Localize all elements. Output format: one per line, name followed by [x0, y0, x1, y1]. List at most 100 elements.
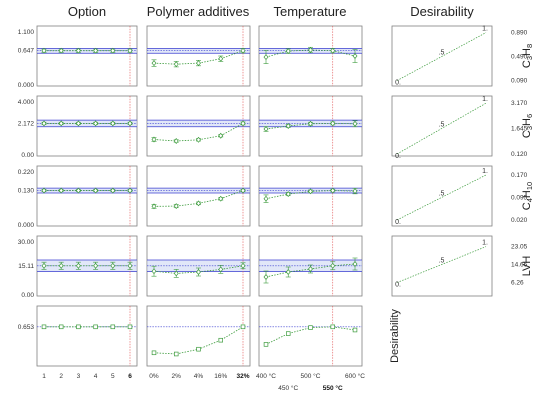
data-point [75, 262, 81, 269]
x-tick-label: 4% [194, 373, 204, 380]
desirability-tick-label: 0.490 [511, 54, 528, 61]
panel-lvh-option [36, 235, 138, 297]
x-tick-label: 32% [236, 373, 249, 380]
desirability-tick-label: 0.095 [511, 195, 528, 202]
data-point [308, 120, 313, 127]
panel-frame [146, 165, 251, 227]
response-label-c3h8: C3H8 [521, 44, 534, 68]
panel-c3h8-option [36, 25, 138, 87]
data-point [352, 261, 358, 267]
panel-frame [36, 305, 138, 367]
column-titles: Option Polymer additives Temperature Des… [68, 4, 474, 19]
data-point [218, 266, 224, 273]
data-point [151, 268, 157, 275]
x-tick-label: 16% [214, 373, 227, 380]
desirability-tick-label: 6.26 [511, 280, 524, 287]
panel-frame [391, 95, 493, 157]
data-point [218, 55, 224, 62]
data-point [93, 47, 99, 54]
data-point [196, 60, 201, 67]
panel-frame [391, 165, 493, 227]
desirability-level-label: 1. [482, 96, 488, 103]
panel-c3h8-temperature [258, 25, 363, 87]
panel-frame [36, 165, 138, 227]
y-tick-label: 0.000 [18, 222, 35, 229]
panel-c4h10-polymer-additives [146, 165, 251, 227]
y-tick-label: 0.220 [18, 169, 35, 176]
data-point [151, 203, 157, 210]
panel-lvh-temperature [258, 235, 363, 297]
x-tick-label: 3 [77, 373, 81, 380]
desirability-level-label: .5 [439, 50, 445, 57]
desirability-level-label: .5 [439, 191, 445, 198]
data-point [285, 191, 291, 198]
data-point [58, 262, 64, 269]
y-tick-label: 0.00 [21, 292, 34, 299]
data-point [58, 324, 64, 330]
desirability-tick-label: 3.170 [511, 100, 528, 107]
data-point [41, 47, 47, 54]
data-point [352, 53, 358, 59]
data-point [240, 47, 246, 54]
desirability-tick-label: 23.05 [511, 244, 528, 251]
data-point [173, 203, 179, 210]
data-point [58, 120, 64, 127]
data-point [352, 188, 358, 195]
desirability-level-label: 0. [395, 153, 401, 160]
y-tick-label: 0.647 [18, 48, 35, 55]
data-point [196, 136, 201, 143]
x-tick-label: 2 [59, 373, 63, 380]
data-point [218, 195, 224, 202]
desirability-tick-label: 14.66 [511, 262, 528, 269]
data-point [196, 346, 201, 352]
y-tick-label: 1.100 [18, 29, 35, 36]
panel-frame [146, 305, 251, 367]
data-point [263, 274, 269, 280]
x-tick-label: 4 [94, 373, 98, 380]
desirability-level-label: 0. [395, 80, 401, 87]
series-line [153, 123, 244, 142]
data-point [76, 324, 81, 330]
desirability-panel-c4h10: 0. .5 1. 0.020 0.095 0.170 [391, 165, 528, 227]
desirability-level-label: .5 [439, 258, 445, 265]
data-point [352, 120, 358, 127]
data-point [240, 187, 246, 194]
data-point [41, 324, 47, 330]
panel-frame [258, 305, 363, 367]
data-point [75, 120, 81, 127]
data-point [173, 138, 179, 144]
data-point [93, 187, 99, 194]
data-point [41, 120, 47, 127]
panel-frame [391, 235, 493, 297]
y-tick-label: 15.11 [18, 263, 34, 270]
desirability-tick-label: 0.020 [511, 217, 528, 224]
panel-frame [36, 25, 138, 87]
data-point [330, 324, 336, 330]
data-point [93, 324, 98, 330]
data-point [173, 61, 179, 68]
data-point [330, 120, 336, 127]
series-line [153, 265, 244, 274]
desirability-level-label: .5 [439, 122, 445, 129]
data-point [151, 136, 157, 143]
data-point [93, 120, 99, 127]
data-point [308, 47, 313, 53]
desirability-tick-label: 1.645 [511, 126, 528, 133]
column-title-option: Option [68, 4, 106, 19]
x-tick-label: 450 °C [278, 384, 298, 392]
panel-frame [146, 25, 251, 87]
data-point [308, 266, 313, 272]
data-point [263, 342, 269, 347]
data-point [75, 187, 81, 194]
data-point [330, 262, 336, 269]
y-tick-label: 0.000 [18, 82, 35, 89]
series-line [153, 50, 244, 65]
x-tick-label: 550 °C [323, 384, 343, 392]
column-title-temperature: Temperature [274, 4, 347, 19]
data-point [127, 120, 133, 127]
desirability-line [396, 32, 487, 81]
data-point [263, 126, 269, 132]
desirability-level-label: 1. [482, 240, 488, 247]
desirability-level-label: 0. [395, 282, 401, 289]
